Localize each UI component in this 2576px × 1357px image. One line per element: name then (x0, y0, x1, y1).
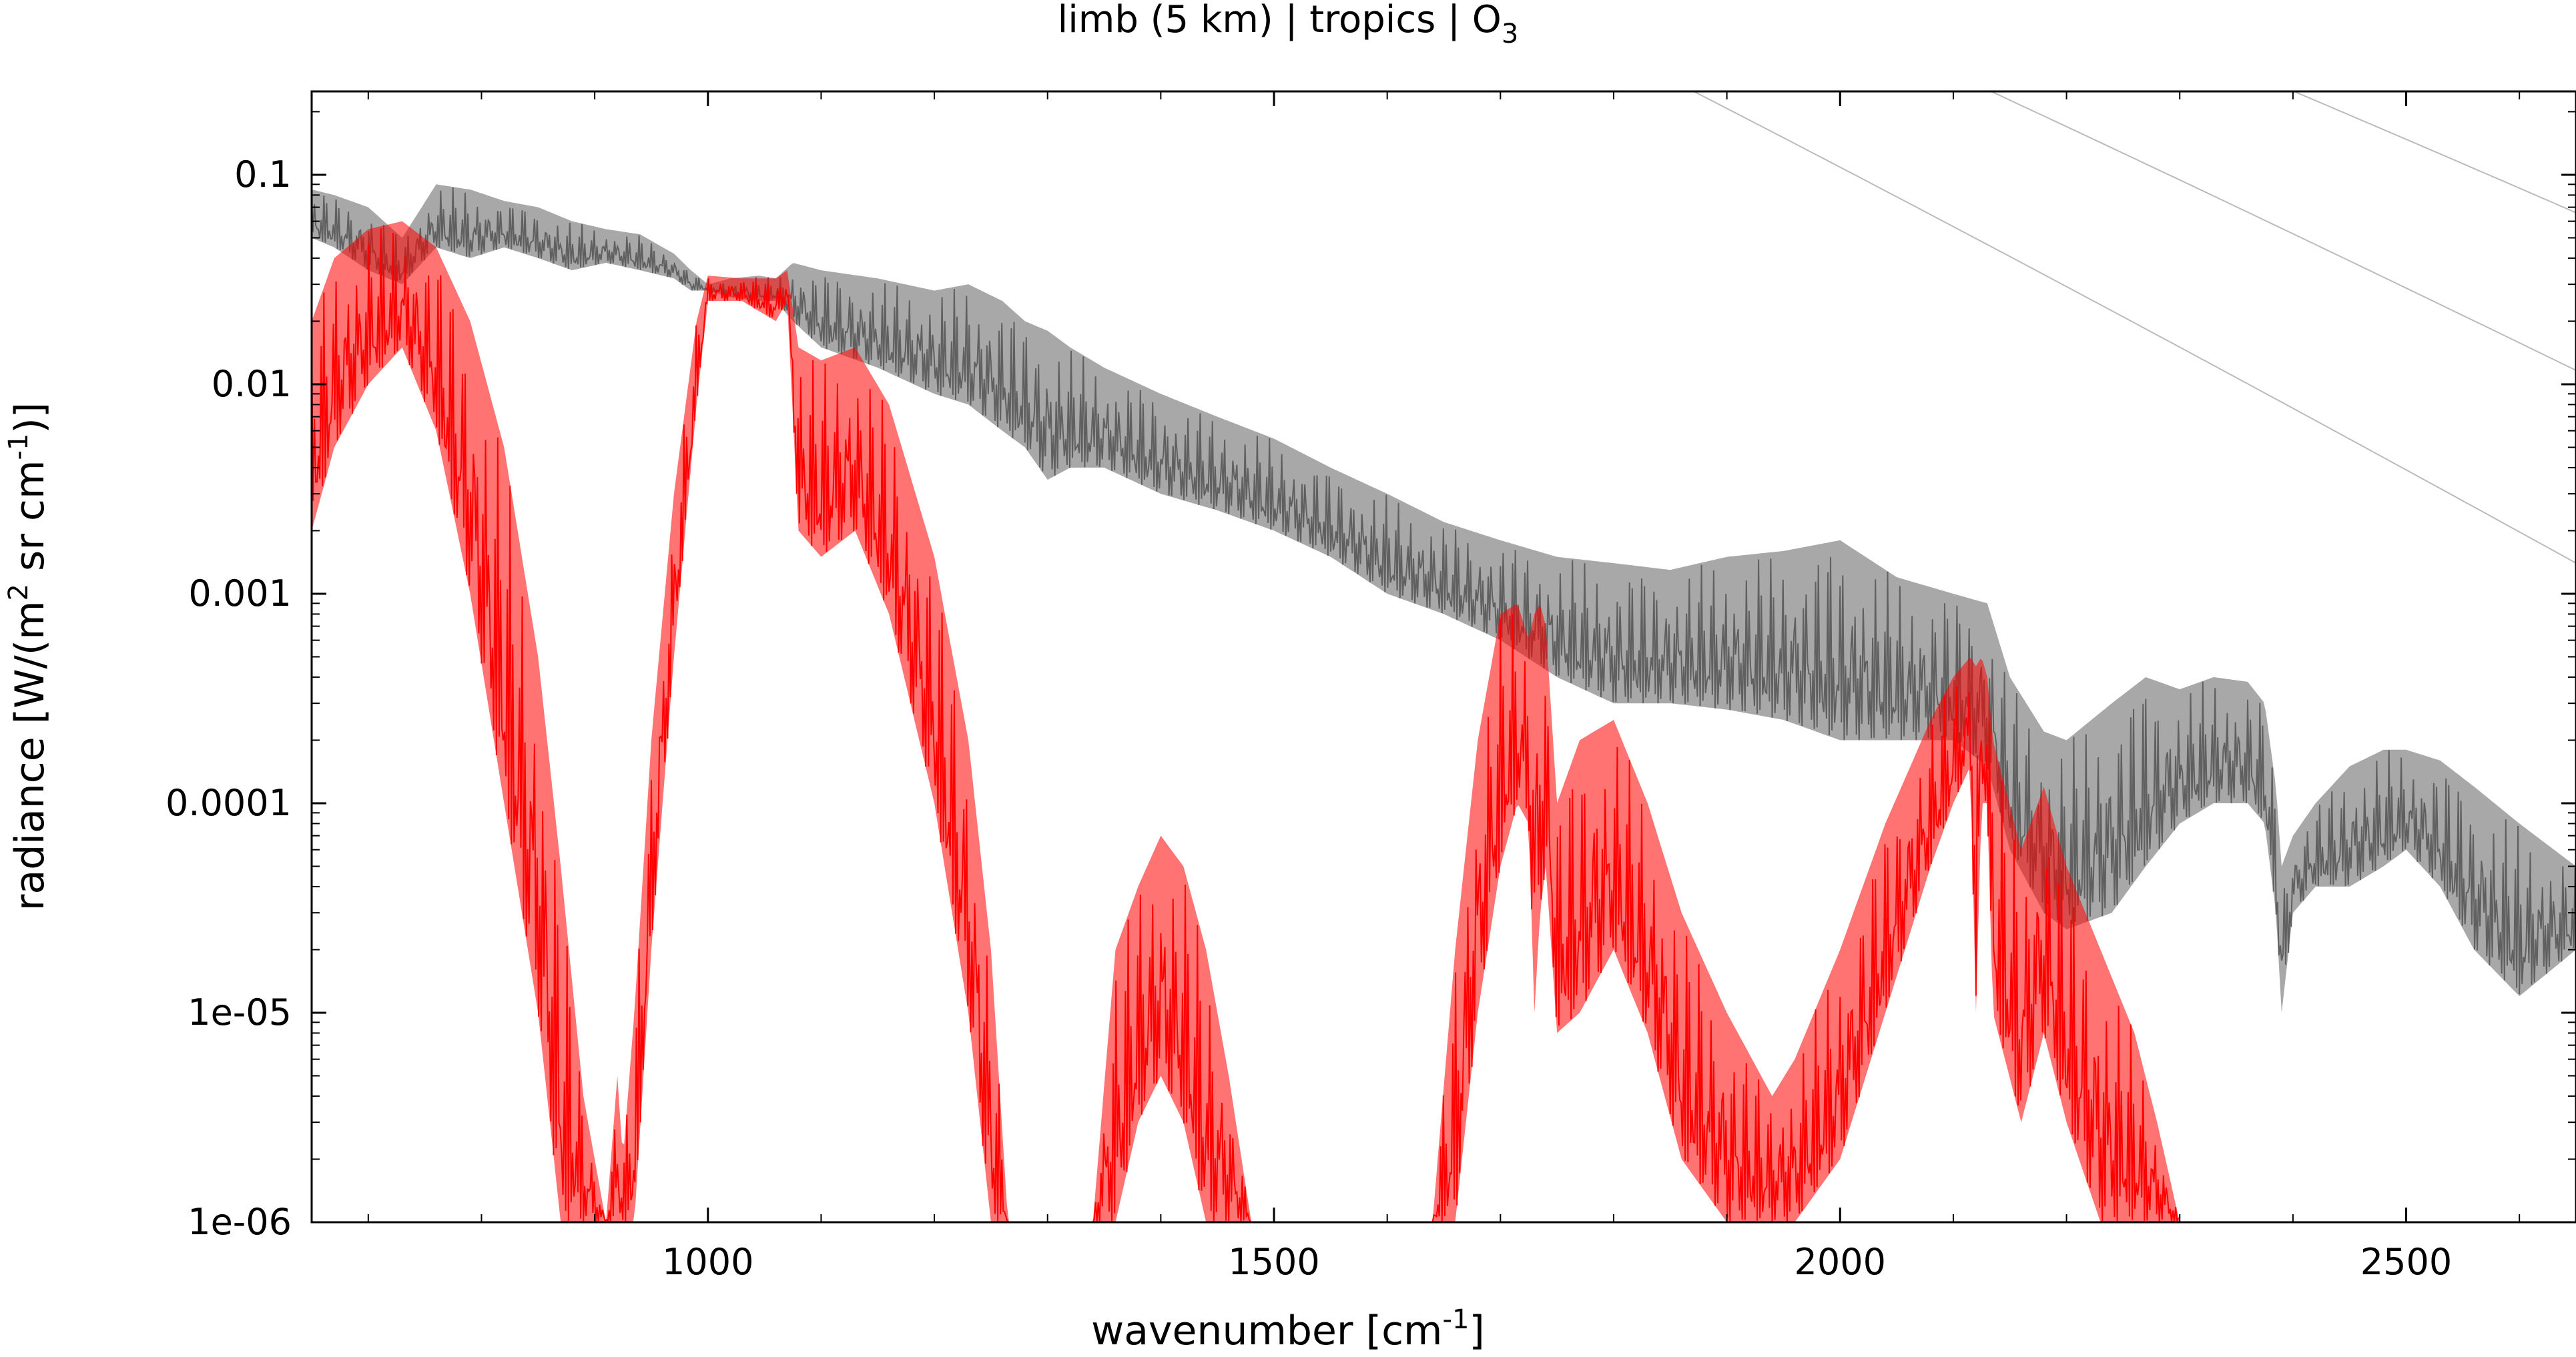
x-axis-label: wavenumber [cm-1] (1091, 1304, 1485, 1354)
series-1-line (312, 228, 2180, 1222)
chart-title-subscript: 3 (1502, 19, 1518, 49)
series-layer (312, 184, 2576, 1222)
y-tick-label: 1e-06 (188, 1201, 292, 1243)
x-tick-label: 1000 (662, 1241, 753, 1283)
y-tick-label: 0.1 (234, 153, 292, 195)
x-tick-label: 1500 (1228, 1241, 1319, 1283)
y-axis-label: radiance [W/(m2 sr cm-1)] (3, 402, 53, 911)
y-tick-label: 0.001 (188, 572, 292, 614)
chart-title: limb (5 km) | tropics | O3 (1058, 0, 1519, 49)
y-tick-label: 0.01 (212, 363, 292, 405)
x-tick-label: 2500 (2360, 1241, 2452, 1283)
series-0-line (312, 187, 2576, 995)
planck-curve-180K (1692, 91, 2576, 564)
planck-reference-curves (1692, 91, 2576, 564)
y-axis-ticks: 1e-06 1e-05 0.0001 0.001 0.01 0.1 (166, 111, 2576, 1243)
y-tick-label: 1e-05 (188, 991, 292, 1033)
x-axis-ticks: 1000 1500 2000 2500 (367, 91, 2521, 1283)
x-axis-label-superscript: -1 (1443, 1304, 1470, 1335)
planck-curve-200K (1989, 91, 2576, 372)
series-0-envelope (312, 184, 2576, 1013)
y-tick-label: 0.0001 (166, 782, 292, 824)
x-tick-label: 2000 (1795, 1241, 1886, 1283)
